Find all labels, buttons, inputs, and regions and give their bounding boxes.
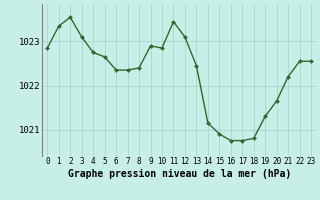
X-axis label: Graphe pression niveau de la mer (hPa): Graphe pression niveau de la mer (hPa) [68, 169, 291, 179]
